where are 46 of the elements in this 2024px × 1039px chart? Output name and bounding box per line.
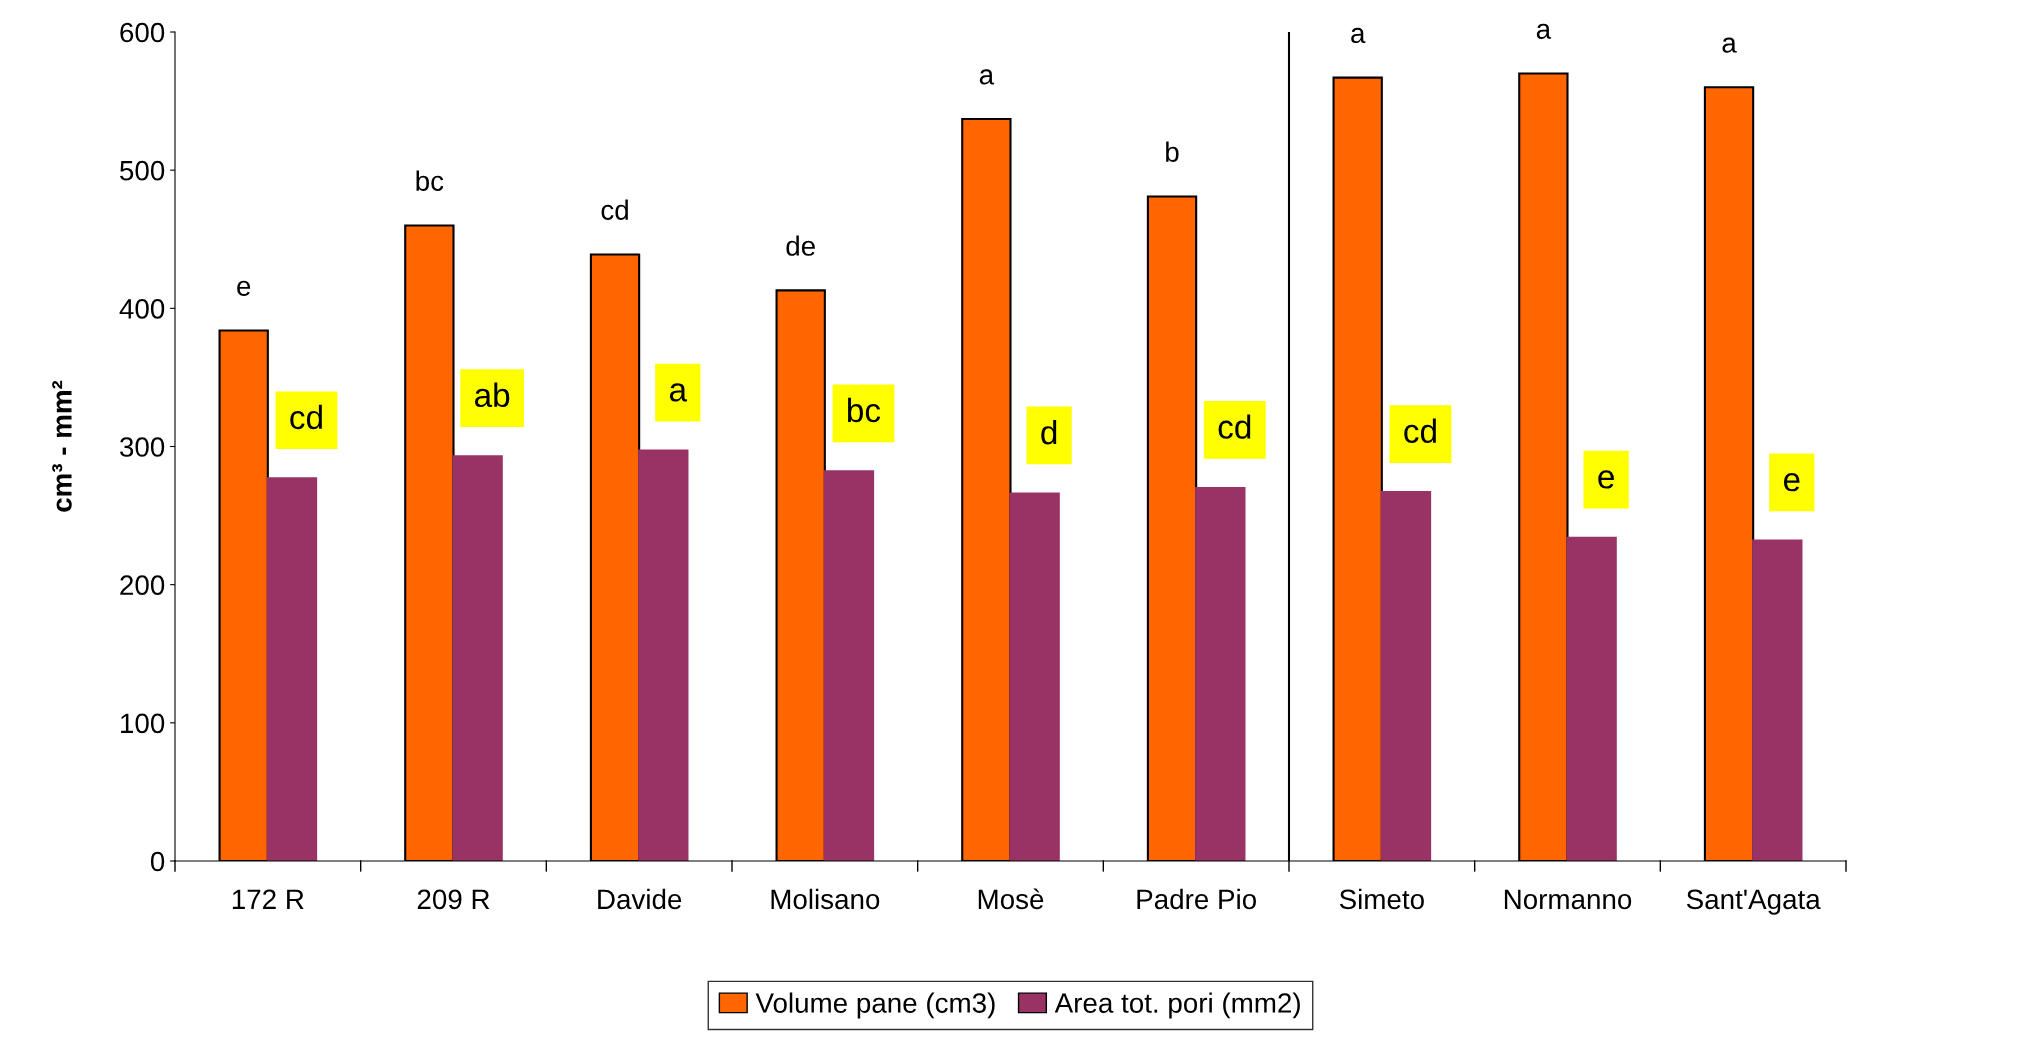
- data-label: d: [1041, 419, 1057, 445]
- y-tick-label: 600: [120, 22, 165, 43]
- x-tick-label: Davide: [598, 888, 682, 910]
- bar: [1009, 492, 1060, 861]
- data-label: ab: [475, 382, 510, 408]
- legend-label: Volume pane (cm3): [755, 992, 995, 1019]
- y-tick-label: 400: [119, 299, 165, 319]
- legend-label: Area tot. pori (mm2): [1054, 992, 1300, 1019]
- data-label: cd: [601, 199, 628, 220]
- bar: [638, 449, 689, 861]
- bar: [1195, 486, 1246, 861]
- y-tick-label: 200: [120, 575, 165, 596]
- data-label: a: [1536, 23, 1552, 39]
- x-tick-label: Mosè: [978, 888, 1044, 910]
- data-label: bc: [416, 170, 444, 191]
- data-label: de: [786, 235, 815, 256]
- y-tick-label: 100: [121, 713, 165, 734]
- x-tick-label: Molisano: [771, 888, 880, 910]
- x-tick-label: Simeto: [1339, 888, 1424, 910]
- data-label: a: [1351, 27, 1366, 44]
- x-tick-label: Padre Pio: [1137, 888, 1256, 910]
- x-tick-label: 172 R: [232, 889, 304, 909]
- data-label: cd: [1218, 414, 1251, 439]
- data-label: a: [1722, 37, 1737, 53]
- bar: [1752, 539, 1803, 861]
- x-tick-label: Sant'Agata: [1686, 889, 1821, 915]
- data-label: cd: [1404, 418, 1436, 444]
- data-label: e: [237, 280, 251, 296]
- data-label: cd: [290, 404, 322, 430]
- data-label: bc: [848, 397, 881, 423]
- data-label: a: [979, 69, 995, 85]
- y-axis-title: cm³ - mm²: [52, 380, 72, 512]
- x-tick-label: 209 R: [417, 889, 490, 910]
- y-tick-label: 300: [120, 437, 165, 457]
- bar: [1566, 536, 1617, 861]
- y-tick-label: 500: [120, 160, 165, 181]
- bar: [1380, 491, 1432, 861]
- data-label: a: [669, 383, 688, 402]
- bar: [266, 477, 318, 861]
- y-tick-label: 0: [150, 851, 165, 872]
- data-label: e: [1783, 473, 1800, 492]
- bar: [452, 455, 503, 861]
- data-label: b: [1166, 141, 1179, 162]
- bar: [823, 470, 875, 861]
- data-label: e: [1598, 470, 1614, 489]
- x-tick-label: Normanno: [1504, 889, 1632, 910]
